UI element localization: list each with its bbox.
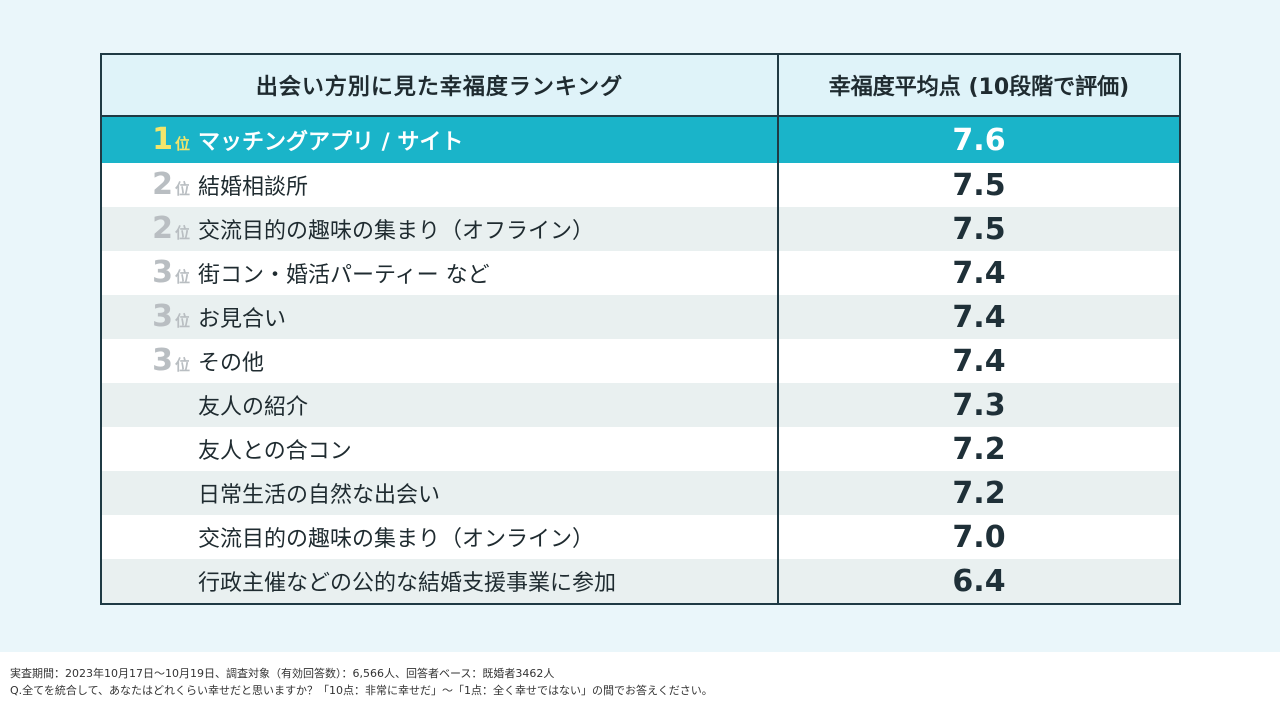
score-value: 7.2 [952, 431, 1006, 467]
method-label: 交流目的の趣味の集まり（オフライン） [198, 219, 595, 244]
method-cell: 2 位交流目的の趣味の集まり（オフライン） [102, 207, 779, 251]
table-row: 1 位マッチングアプリ / サイト 7.6 [102, 117, 1179, 163]
method-label: 交流目的の趣味の集まり（オンライン） [198, 527, 595, 552]
method-cell: 友人の紹介 [102, 383, 779, 427]
score-value: 7.5 [952, 211, 1006, 247]
rank-number: 3 [152, 299, 173, 334]
table-header: 出会い方別に見た幸福度ランキング 幸福度平均点 (10段階で評価) [102, 55, 1179, 117]
score-value: 7.3 [952, 387, 1006, 423]
column-header-score: 幸福度平均点 (10段階で評価) [828, 75, 1130, 100]
method-label: 日常生活の自然な出会い [198, 483, 441, 508]
method-label: 行政主催などの公的な結婚支援事業に参加 [198, 571, 617, 596]
rank-number: 3 [152, 255, 173, 290]
method-cell: 3 位その他 [102, 339, 779, 383]
score-value: 7.4 [952, 343, 1006, 379]
rank-unit: 位 [174, 180, 190, 198]
footnotes: 実査期間：2023年10月17日～10月19日、調査対象（有効回答数）：6,56… [0, 652, 1280, 720]
score-value: 7.5 [952, 167, 1006, 203]
method-cell: 交流目的の趣味の集まり（オンライン） [102, 515, 779, 559]
survey-period-note: 実査期間：2023年10月17日～10月19日、調査対象（有効回答数）：6,56… [10, 667, 555, 680]
method-label: 友人との合コン [198, 439, 352, 464]
table-row: 行政主催などの公的な結婚支援事業に参加 6.4 [102, 559, 1179, 603]
score-value: 7.6 [952, 122, 1006, 158]
rank-unit: 位 [174, 268, 190, 286]
score-value: 7.0 [952, 519, 1006, 555]
table-row: 友人との合コン 7.2 [102, 427, 1179, 471]
rank-number: 2 [152, 167, 173, 202]
table-row: 交流目的の趣味の集まり（オンライン） 7.0 [102, 515, 1179, 559]
table-row: 3 位その他 7.4 [102, 339, 1179, 383]
table-row: 3 位街コン・婚活パーティー など 7.4 [102, 251, 1179, 295]
table-row: 3 位お見合い 7.4 [102, 295, 1179, 339]
method-cell: 行政主催などの公的な結婚支援事業に参加 [102, 559, 779, 603]
rank-unit: 位 [174, 224, 190, 242]
method-label: お見合い [198, 307, 287, 332]
method-cell: 1 位マッチングアプリ / サイト [102, 117, 779, 163]
rank-unit: 位 [174, 356, 190, 374]
score-value: 7.4 [952, 255, 1006, 291]
rank-number: 2 [152, 211, 173, 246]
question-note: Q.全てを統合して、あなたはどれくらい幸せだと思いますか？「10点：非常に幸せだ… [10, 684, 713, 697]
method-label: マッチングアプリ / サイト [198, 130, 464, 155]
method-cell: 友人との合コン [102, 427, 779, 471]
method-cell: 3 位街コン・婚活パーティー など [102, 251, 779, 295]
ranking-table: 出会い方別に見た幸福度ランキング 幸福度平均点 (10段階で評価) 1 位マッチン… [100, 53, 1181, 605]
score-value: 7.2 [952, 475, 1006, 511]
method-label: その他 [198, 351, 265, 376]
table-row: 2 位結婚相談所 7.5 [102, 163, 1179, 207]
rank-unit: 位 [174, 135, 190, 153]
score-value: 7.4 [952, 299, 1006, 335]
method-cell: 日常生活の自然な出会い [102, 471, 779, 515]
rank-unit: 位 [174, 312, 190, 330]
rank-number: 3 [152, 343, 173, 378]
method-cell: 3 位お見合い [102, 295, 779, 339]
table-body: 1 位マッチングアプリ / サイト 7.6 2 位結婚相談所 7.5 2 位交流目的の趣味の集… [102, 117, 1179, 603]
column-header-method: 出会い方別に見た幸福度ランキング [102, 55, 779, 115]
table-row: 日常生活の自然な出会い 7.2 [102, 471, 1179, 515]
method-label: 結婚相談所 [198, 175, 309, 200]
score-value: 6.4 [952, 563, 1006, 599]
method-label: 街コン・婚活パーティー など [198, 263, 490, 288]
table-row: 友人の紹介 7.3 [102, 383, 1179, 427]
table-row: 2 位交流目的の趣味の集まり（オフライン） 7.5 [102, 207, 1179, 251]
method-cell: 2 位結婚相談所 [102, 163, 779, 207]
method-label: 友人の紹介 [198, 395, 309, 420]
rank-number: 1 [152, 122, 173, 157]
